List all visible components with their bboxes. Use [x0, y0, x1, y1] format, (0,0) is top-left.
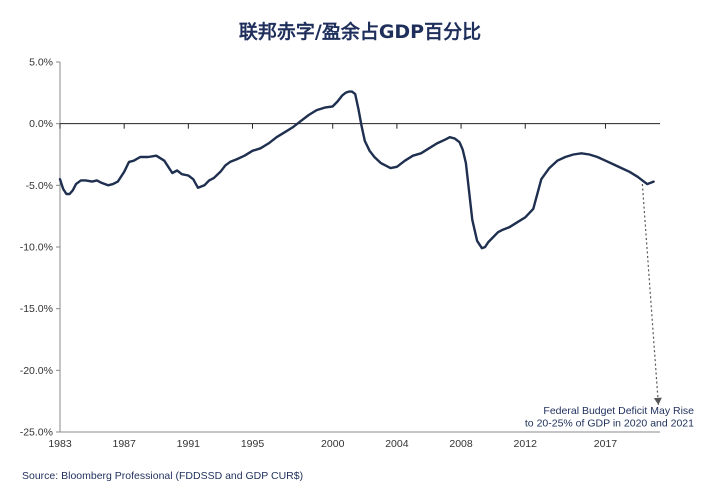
x-tick-label: 2017 [594, 438, 618, 450]
annotation-arrow-line [641, 184, 659, 405]
y-tick-label: -20.0% [20, 365, 53, 377]
y-tick-label: -5.0% [26, 180, 53, 192]
chart-title: 联邦赤字/盈余占GDP百分比 [239, 20, 481, 43]
y-tick-label: 0.0% [29, 118, 53, 130]
y-tick-label: -15.0% [20, 303, 53, 315]
y-tick-label: -10.0% [20, 242, 53, 254]
x-tick-label: 1991 [177, 438, 201, 450]
x-tick-label: 1983 [48, 438, 72, 450]
x-tick-label: 2008 [449, 438, 473, 450]
annotation-text-line: Federal Budget Deficit May Rise [543, 405, 694, 417]
plot-area [58, 90, 655, 250]
axes [56, 61, 660, 433]
annotation-text-line: to 20-25% of GDP in 2020 and 2021 [525, 418, 694, 430]
y-tick-label: -25.0% [20, 427, 53, 439]
series-line [58, 90, 655, 250]
x-tick-label: 1987 [112, 438, 136, 450]
x-tick-label: 2000 [321, 438, 345, 450]
x-tick-label: 2004 [385, 438, 409, 450]
annotation-arrowhead [653, 397, 662, 405]
tick-labels: 5.0%0.0%-5.0%-10.0%-15.0%-20.0%-25.0%198… [20, 57, 618, 451]
y-tick-label: 5.0% [29, 57, 53, 69]
x-tick-label: 1995 [241, 438, 265, 450]
source-note: Source: Bloomberg Professional (FDDSSD a… [22, 470, 303, 482]
x-tick-label: 2012 [514, 438, 538, 450]
